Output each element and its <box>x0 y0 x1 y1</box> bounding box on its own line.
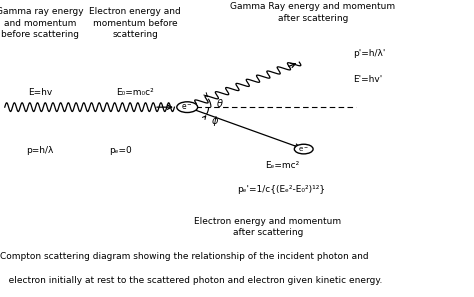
Text: E₀=m₀c²: E₀=m₀c² <box>116 88 154 97</box>
Text: $\mathregular{e^-}$: $\mathregular{e^-}$ <box>182 102 193 112</box>
Text: Electron energy and
momentum before
scattering: Electron energy and momentum before scat… <box>89 7 181 39</box>
Text: Gamma ray energy
and momentum
before scattering: Gamma ray energy and momentum before sca… <box>0 7 84 39</box>
Text: Electron energy and momentum
after scattering: Electron energy and momentum after scatt… <box>194 217 341 237</box>
Text: $\mathregular{e^-}$: $\mathregular{e^-}$ <box>298 145 309 154</box>
Text: electron initially at rest to the scattered photon and electron given kinetic en: electron initially at rest to the scatte… <box>0 276 383 285</box>
Circle shape <box>294 144 313 154</box>
Text: Compton scattering diagram showing the relationship of the incident photon and: Compton scattering diagram showing the r… <box>0 252 369 260</box>
Text: Eₑ=mc²: Eₑ=mc² <box>265 161 300 170</box>
Text: E=hv: E=hv <box>28 88 53 97</box>
Text: pₑ'=1/c{(Eₑ²-E₀²)¹²}: pₑ'=1/c{(Eₑ²-E₀²)¹²} <box>237 185 325 194</box>
Text: E'=hv': E'=hv' <box>353 75 383 85</box>
Text: Gamma Ray energy and momentum
after scattering: Gamma Ray energy and momentum after scat… <box>230 2 395 23</box>
Circle shape <box>177 102 198 113</box>
Text: $\theta$: $\theta$ <box>216 97 223 109</box>
Text: pₑ=0: pₑ=0 <box>109 146 132 155</box>
Text: p=h/λ: p=h/λ <box>27 146 54 155</box>
Text: p'=h/λ': p'=h/λ' <box>353 49 385 58</box>
Text: $\phi$: $\phi$ <box>210 113 219 127</box>
